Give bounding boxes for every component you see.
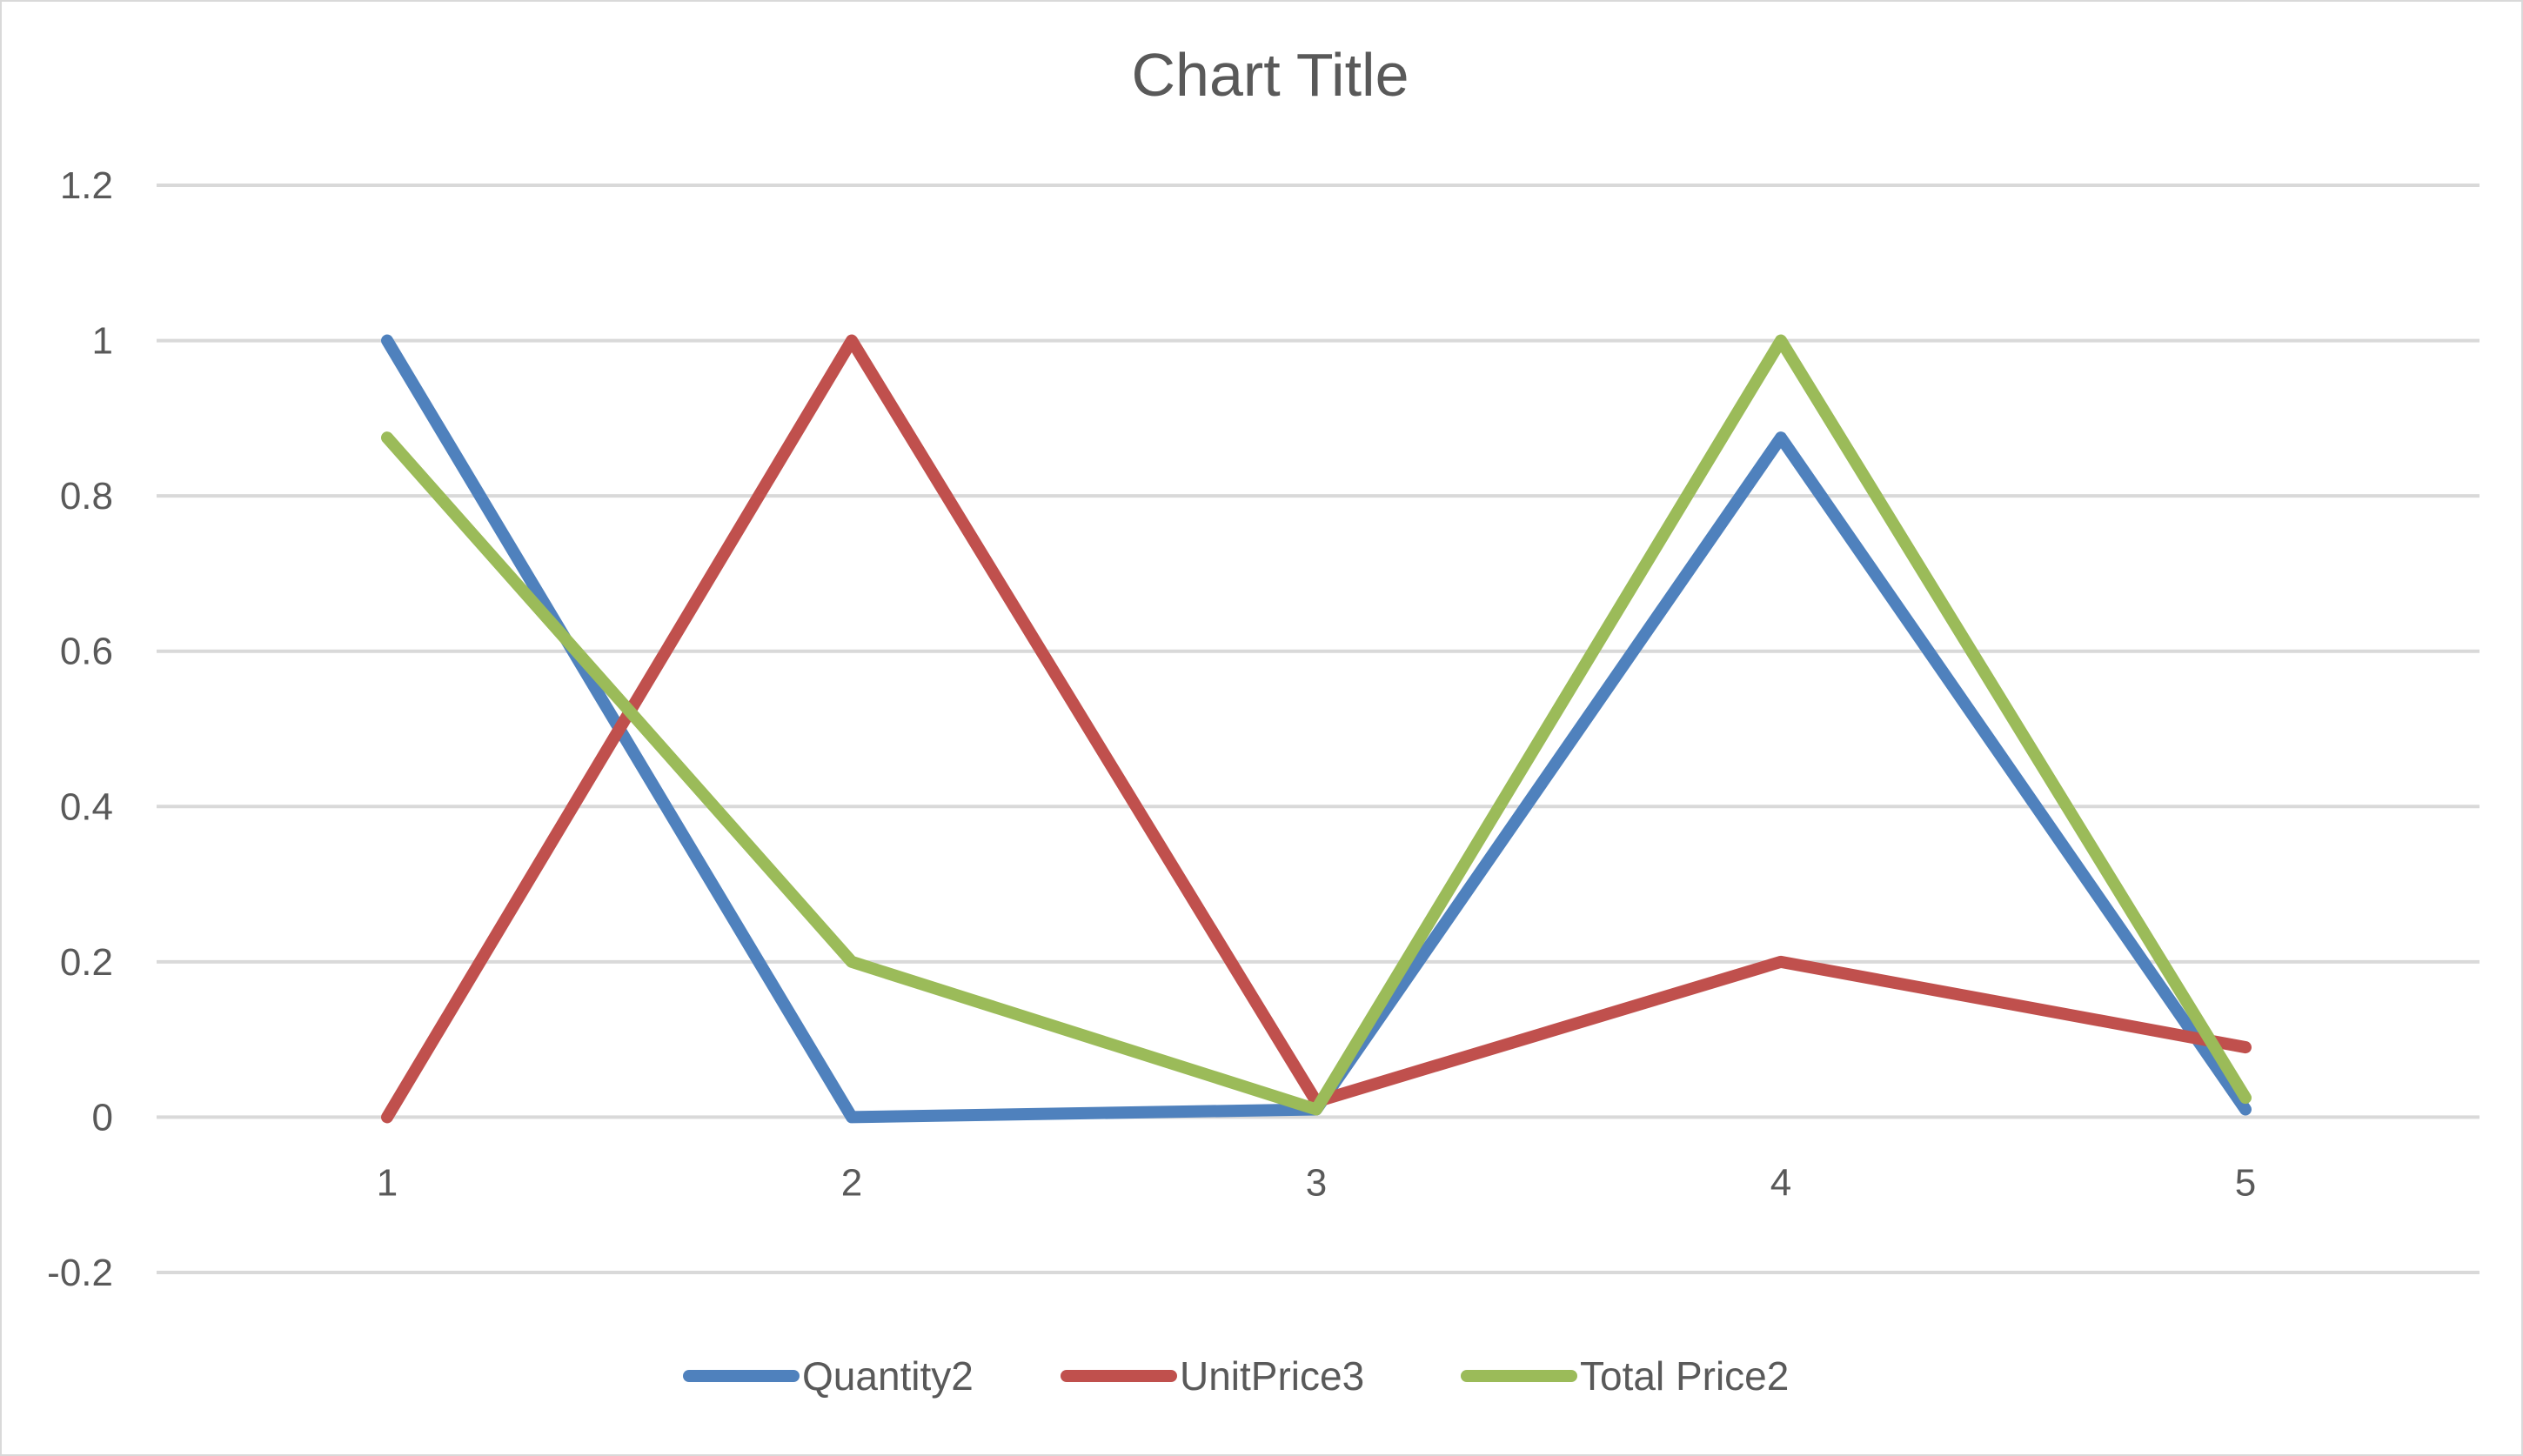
y-tick-label: 0.4 xyxy=(60,785,113,828)
x-tick-label: 2 xyxy=(841,1161,862,1204)
x-axis-tick-labels: 1 2 3 4 5 xyxy=(377,1161,2256,1204)
y-tick-label: 0.6 xyxy=(60,631,113,673)
x-tick-label: 4 xyxy=(1770,1161,1791,1204)
series-line-total-price2 xyxy=(381,334,2252,1116)
y-tick-label: 1 xyxy=(92,320,113,363)
series-line-unitprice3 xyxy=(381,334,2252,1124)
legend: Quantity2 UnitPrice3 Total Price2 xyxy=(683,1353,1789,1399)
x-tick-label: 3 xyxy=(1306,1161,1327,1204)
gridlines xyxy=(157,184,2480,1274)
y-axis-tick-labels: -0.2 0 0.2 0.4 0.6 0.8 1 1.2 xyxy=(47,164,113,1294)
y-tick-label: 0.2 xyxy=(60,941,113,984)
legend-label: Total Price2 xyxy=(1580,1353,1789,1399)
y-tick-label: -0.2 xyxy=(47,1252,113,1294)
legend-item: Quantity2 xyxy=(683,1353,974,1399)
y-tick-label: 1.2 xyxy=(60,164,113,207)
chart-title: Chart Title xyxy=(1132,41,1409,109)
legend-label: UnitPrice3 xyxy=(1180,1353,1364,1399)
x-tick-label: 5 xyxy=(2235,1161,2256,1204)
y-tick-label: 0 xyxy=(92,1096,113,1139)
legend-item: Total Price2 xyxy=(1461,1353,1789,1399)
y-tick-label: 0.8 xyxy=(60,475,113,518)
series-lines xyxy=(381,334,2252,1124)
x-tick-label: 1 xyxy=(377,1161,398,1204)
legend-item: UnitPrice3 xyxy=(1061,1353,1364,1399)
legend-label: Quantity2 xyxy=(802,1353,974,1399)
